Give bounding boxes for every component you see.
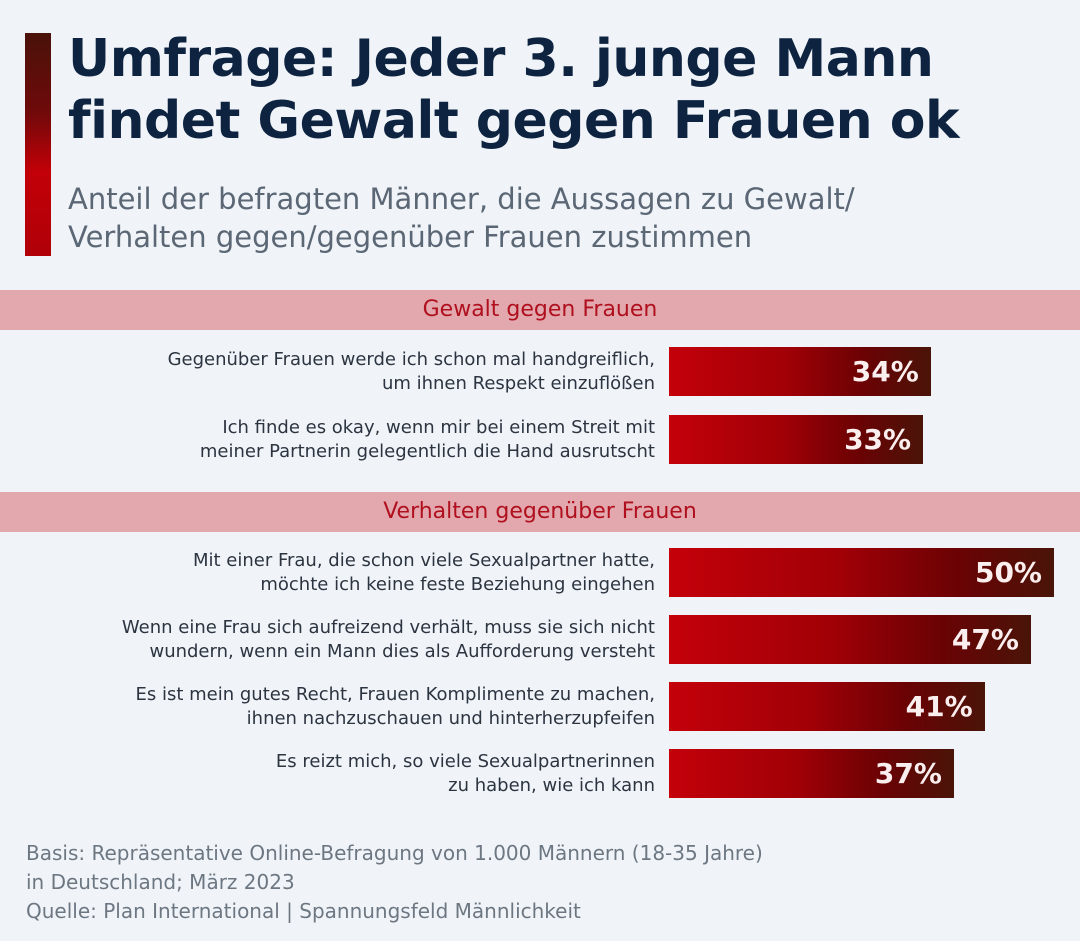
data-label: 34% [851,355,919,388]
bar: 47% [669,615,1031,664]
category-label-line-2: ihnen nachzuschauen und hinterherzupfeif… [246,708,655,729]
data-label: 50% [974,556,1042,589]
bar: 34% [669,347,931,396]
title-line-1: Umfrage: Jeder 3. junge Mann [68,29,934,89]
bar: 37% [669,749,954,798]
data-label: 47% [951,623,1019,656]
category-label-line-1: Mit einer Frau, die schon viele Sexualpa… [192,550,655,571]
category-label: Wenn eine Frau sich aufreizend verhält, … [15,616,655,664]
category-label-line-2: meiner Partnerin gelegentlich die Hand a… [199,441,655,462]
data-label: 37% [874,757,942,790]
category-label-line-1: Es ist mein gutes Recht, Frauen Komplime… [135,684,655,705]
title-accent-bar [25,33,51,256]
data-label: 33% [844,423,912,456]
footer-basis: Basis: Repräsentative Online-Befragung v… [26,839,763,897]
category-label-line-1: Es reizt mich, so viele Sexualpartnerinn… [275,751,655,772]
category-label-line-2: zu haben, wie ich kann [448,775,655,796]
category-label: Ich finde es okay, wenn mir bei einem St… [15,416,655,464]
chart-subtitle: Anteil der befragten Männer, die Aussage… [68,180,855,256]
section-header: Verhalten gegenüber Frauen [0,492,1080,532]
category-label-line-1: Wenn eine Frau sich aufreizend verhält, … [121,617,655,638]
category-label: Gegenüber Frauen werde ich schon mal han… [15,348,655,396]
subtitle-line-1: Anteil der befragten Männer, die Aussage… [68,182,855,216]
category-label-line-2: wundern, wenn ein Mann dies als Aufforde… [149,641,655,662]
section-header: Gewalt gegen Frauen [0,290,1080,330]
category-label: Es ist mein gutes Recht, Frauen Komplime… [15,683,655,731]
category-label-line-2: um ihnen Respekt einzuflößen [381,373,655,394]
bar: 33% [669,415,924,464]
category-label: Es reizt mich, so viele Sexualpartnerinn… [15,750,655,798]
footer-source: Quelle: Plan International | Spannungsfe… [26,899,581,923]
subtitle-line-2: Verhalten gegen/gegenüber Frauen zustimm… [68,220,753,254]
category-label-line-1: Ich finde es okay, wenn mir bei einem St… [222,417,655,438]
data-label: 41% [905,690,973,723]
bar: 41% [669,682,985,731]
category-label-line-2: möchte ich keine feste Beziehung eingehe… [260,574,655,595]
category-label-line-1: Gegenüber Frauen werde ich schon mal han… [167,349,655,370]
basis-line-2: in Deutschland; März 2023 [26,870,295,894]
title-line-2: findet Gewalt gegen Frauen ok [68,91,960,151]
chart-title: Umfrage: Jeder 3. junge Mann findet Gewa… [68,28,960,152]
bar: 50% [669,548,1054,597]
category-label: Mit einer Frau, die schon viele Sexualpa… [15,549,655,597]
basis-line-1: Basis: Repräsentative Online-Befragung v… [26,841,763,865]
